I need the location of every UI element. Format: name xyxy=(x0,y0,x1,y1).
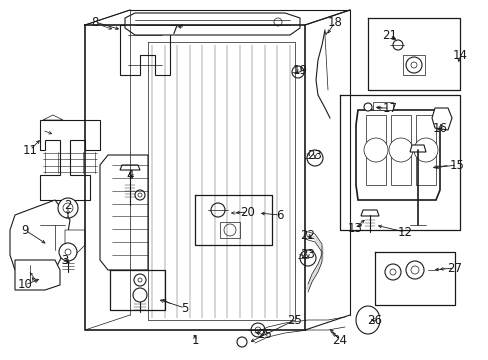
Polygon shape xyxy=(125,13,299,35)
Circle shape xyxy=(405,57,421,73)
Polygon shape xyxy=(40,120,100,200)
Circle shape xyxy=(273,18,282,26)
Text: 12: 12 xyxy=(397,225,412,239)
Circle shape xyxy=(254,327,261,333)
Polygon shape xyxy=(365,115,385,185)
Text: 21: 21 xyxy=(382,28,397,41)
Text: 13: 13 xyxy=(347,221,362,234)
Circle shape xyxy=(363,103,371,111)
Polygon shape xyxy=(409,145,425,152)
Text: 11: 11 xyxy=(22,144,38,157)
Polygon shape xyxy=(10,200,70,270)
Circle shape xyxy=(58,198,78,218)
Circle shape xyxy=(59,243,77,261)
Circle shape xyxy=(291,66,304,78)
Text: 25: 25 xyxy=(287,314,302,327)
Text: 9: 9 xyxy=(21,224,29,237)
Text: 10: 10 xyxy=(18,279,32,292)
Circle shape xyxy=(410,266,418,274)
Text: 4: 4 xyxy=(126,168,134,181)
Text: 22: 22 xyxy=(300,229,315,242)
Circle shape xyxy=(134,274,146,286)
Polygon shape xyxy=(120,165,140,170)
Text: 24: 24 xyxy=(332,333,347,346)
Text: 27: 27 xyxy=(447,261,462,274)
Circle shape xyxy=(392,40,402,50)
Circle shape xyxy=(363,138,387,162)
Text: 6: 6 xyxy=(276,208,283,221)
Text: 25: 25 xyxy=(257,328,272,342)
Circle shape xyxy=(224,224,236,236)
Polygon shape xyxy=(100,155,148,270)
Circle shape xyxy=(405,261,423,279)
Text: 23: 23 xyxy=(307,149,322,162)
Circle shape xyxy=(138,278,142,282)
Text: 23: 23 xyxy=(300,248,315,261)
Circle shape xyxy=(237,337,246,347)
Text: 5: 5 xyxy=(181,302,188,315)
Text: 3: 3 xyxy=(61,253,68,266)
Polygon shape xyxy=(65,230,85,255)
Circle shape xyxy=(250,323,264,337)
Text: 20: 20 xyxy=(240,206,255,219)
Circle shape xyxy=(63,203,73,213)
Polygon shape xyxy=(120,25,170,75)
Polygon shape xyxy=(390,115,410,185)
Circle shape xyxy=(410,62,416,68)
Circle shape xyxy=(210,203,224,217)
Circle shape xyxy=(384,264,400,280)
Circle shape xyxy=(133,288,147,302)
Text: 1: 1 xyxy=(191,333,198,346)
Polygon shape xyxy=(43,115,63,120)
Polygon shape xyxy=(431,108,451,130)
Text: 14: 14 xyxy=(451,49,467,62)
Polygon shape xyxy=(415,115,435,185)
Circle shape xyxy=(65,249,71,255)
Circle shape xyxy=(389,269,395,275)
Text: 16: 16 xyxy=(431,122,447,135)
Circle shape xyxy=(138,193,142,197)
Polygon shape xyxy=(360,210,378,216)
Polygon shape xyxy=(372,102,392,110)
Circle shape xyxy=(413,138,437,162)
Polygon shape xyxy=(355,110,439,200)
Text: 15: 15 xyxy=(448,158,464,171)
Polygon shape xyxy=(15,260,60,290)
Polygon shape xyxy=(402,55,424,75)
Text: 17: 17 xyxy=(382,102,397,114)
Circle shape xyxy=(306,150,323,166)
Text: 7: 7 xyxy=(171,23,179,36)
Polygon shape xyxy=(220,222,240,238)
Text: 18: 18 xyxy=(327,15,342,28)
Circle shape xyxy=(299,250,315,266)
Text: 19: 19 xyxy=(292,63,307,77)
Text: 8: 8 xyxy=(91,15,99,28)
Text: 26: 26 xyxy=(367,314,382,327)
Circle shape xyxy=(388,138,412,162)
Text: 2: 2 xyxy=(64,198,72,212)
Circle shape xyxy=(135,190,145,200)
